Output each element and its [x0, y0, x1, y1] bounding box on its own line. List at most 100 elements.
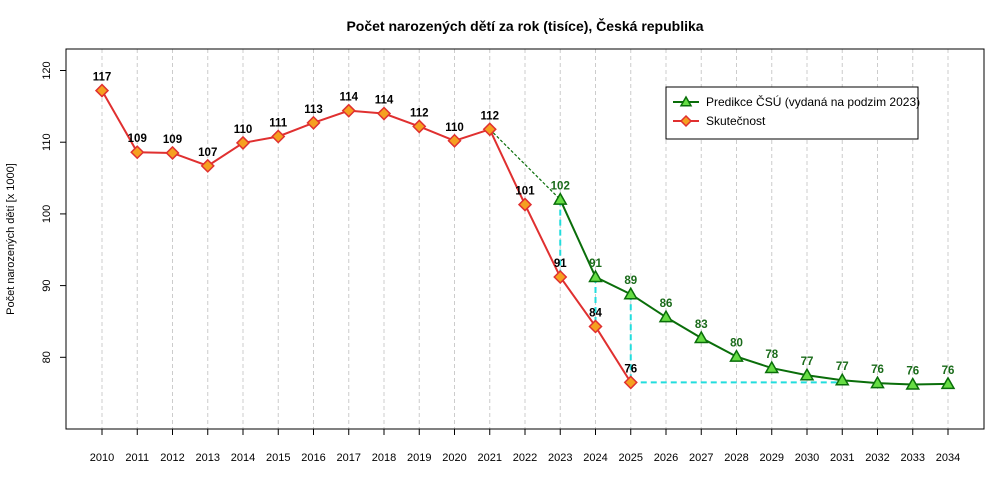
- y-axis: 80 90 100 110 120: [41, 61, 66, 363]
- prediction-point: [834, 372, 850, 386]
- actual-point: [623, 375, 638, 390]
- actual-data-label: 110: [445, 122, 464, 134]
- prediction-data-label: 86: [660, 298, 673, 310]
- actual-line: [101, 90, 632, 383]
- prediction-data-label: 78: [765, 349, 778, 361]
- legend-box: [665, 86, 919, 140]
- x-tick-label: 2019: [407, 452, 431, 464]
- x-tick-label: 2017: [337, 452, 361, 464]
- prediction-data-label: 102: [551, 181, 570, 193]
- x-tick-label: 2030: [795, 452, 819, 464]
- actual-point: [306, 115, 321, 130]
- prediction-point: [799, 367, 815, 381]
- prediction-point: [552, 192, 568, 205]
- actual-point: [412, 119, 427, 134]
- prediction-point: [693, 330, 709, 344]
- x-tick-label: 2027: [689, 452, 713, 464]
- x-tick-label: 2032: [865, 452, 889, 464]
- actual-point: [94, 83, 110, 98]
- x-tick-label: 2011: [125, 452, 149, 464]
- prediction-data-label: 89: [624, 275, 637, 287]
- actual-point: [588, 319, 603, 334]
- series-group: [94, 83, 956, 390]
- actual-point: [130, 145, 145, 160]
- actual-point: [482, 122, 497, 137]
- actual-data-label: 110: [234, 124, 253, 136]
- prediction-data-label: 76: [871, 364, 884, 376]
- prediction-point: [658, 309, 674, 323]
- actual-data-label: 91: [554, 258, 567, 270]
- x-tick-label: 2014: [231, 452, 255, 464]
- legend-item-prediction-marker: [679, 95, 693, 107]
- actual-data-label: 114: [375, 95, 394, 107]
- prediction-connector: [489, 128, 561, 200]
- actual-point: [376, 106, 392, 121]
- actual-data-label: 109: [128, 133, 147, 145]
- prediction-point: [905, 377, 921, 390]
- prediction-data-label: 77: [801, 356, 814, 368]
- actual-point: [447, 133, 462, 148]
- x-tick-label: 2021: [478, 452, 502, 464]
- y-axis-label: Počet narozených dětí [x 1000]: [5, 163, 17, 315]
- actual-point: [341, 103, 356, 118]
- y-tick-label: 100: [41, 205, 53, 223]
- y-tick-label: 110: [41, 133, 53, 151]
- prediction-data-label: 83: [695, 319, 708, 331]
- x-tick-label: 2031: [830, 452, 854, 464]
- grid: [101, 49, 949, 429]
- x-tick-label: 2012: [160, 452, 184, 464]
- legend: Predikce ČSÚ (vydaná na podzim 2023) Skut…: [665, 86, 920, 140]
- legend-item-actual-marker: [679, 114, 693, 128]
- prediction-data-label: 76: [906, 366, 919, 378]
- prediction-point: [729, 349, 744, 362]
- x-tick-label: 2016: [301, 452, 325, 464]
- legend-item-prediction-label: Predikce ČSÚ (vydaná na podzim 2023): [706, 94, 920, 109]
- actual-data-label: 109: [163, 134, 182, 146]
- x-tick-label: 2026: [654, 452, 678, 464]
- x-tick-label: 2023: [548, 452, 572, 464]
- x-axis: 2010 2011 2012 2013 2014 2015 2016 2017 2018 2019…: [90, 429, 960, 464]
- x-tick-label: 2010: [90, 452, 114, 464]
- prediction-point: [764, 360, 780, 374]
- x-tick-label: 2020: [442, 452, 466, 464]
- actual-data-label: 76: [624, 363, 637, 375]
- x-tick-label: 2013: [196, 452, 220, 464]
- chart-title: Počet narozených dětí za rok (tisíce), Č…: [346, 17, 703, 34]
- x-tick-label: 2025: [619, 452, 643, 464]
- x-tick-label: 2029: [760, 452, 784, 464]
- actual-point: [271, 129, 286, 144]
- x-tick-label: 2028: [724, 452, 748, 464]
- actual-data-label: 107: [198, 147, 217, 159]
- actual-point: [200, 158, 215, 173]
- actual-point: [165, 145, 180, 161]
- y-tick-label: 80: [41, 351, 53, 363]
- x-tick-label: 2033: [901, 452, 925, 464]
- prediction-point: [870, 375, 885, 389]
- legend-item-actual-label: Skutečnost: [706, 114, 766, 128]
- x-tick-label: 2034: [936, 452, 960, 464]
- prediction-line: [559, 199, 949, 386]
- data-labels: 117 109 109 107 110 111 113 114 114 112 110 112 101 9…: [93, 72, 955, 378]
- actual-data-label: 84: [589, 307, 602, 319]
- actual-data-label: 112: [480, 110, 499, 122]
- y-tick-label: 90: [41, 279, 53, 291]
- x-tick-label: 2018: [372, 452, 396, 464]
- actual-data-label: 111: [269, 117, 288, 129]
- actual-data-label: 117: [93, 72, 112, 84]
- prediction-data-label: 80: [730, 338, 743, 350]
- cyan-guides: [559, 199, 843, 384]
- actual-data-label: 113: [304, 104, 323, 116]
- prediction-point: [940, 376, 956, 390]
- actual-point: [553, 269, 568, 285]
- prediction-data-label: 77: [836, 361, 849, 373]
- actual-data-label: 101: [515, 186, 535, 198]
- prediction-point: [588, 269, 603, 283]
- actual-data-label: 114: [339, 92, 358, 104]
- prediction-data-label: 91: [589, 258, 602, 270]
- actual-point: [517, 197, 533, 212]
- x-tick-label: 2015: [266, 452, 290, 464]
- prediction-data-label: 76: [942, 365, 955, 377]
- y-tick-label: 120: [41, 61, 53, 79]
- actual-data-label: 112: [410, 107, 429, 119]
